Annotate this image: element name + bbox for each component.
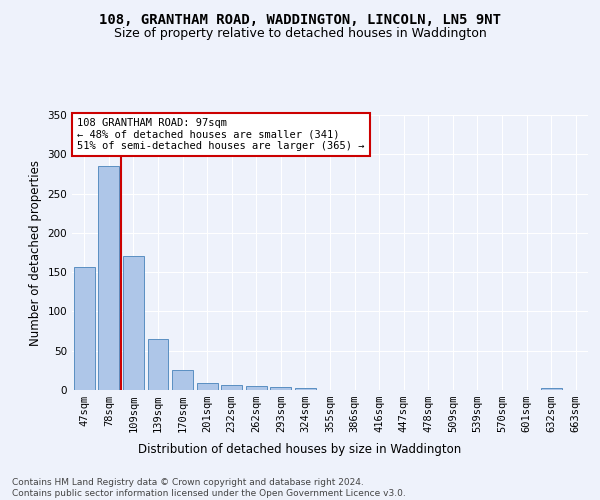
Bar [172,370,193,390]
Bar [295,388,316,390]
Bar [74,268,95,390]
Bar [123,256,144,390]
Bar [197,383,218,390]
Bar [541,388,562,390]
Bar [271,387,292,390]
Bar [148,339,169,390]
Bar [221,384,242,390]
Text: 108 GRANTHAM ROAD: 97sqm
← 48% of detached houses are smaller (341)
51% of semi-: 108 GRANTHAM ROAD: 97sqm ← 48% of detach… [77,118,365,151]
Text: 108, GRANTHAM ROAD, WADDINGTON, LINCOLN, LN5 9NT: 108, GRANTHAM ROAD, WADDINGTON, LINCOLN,… [99,12,501,26]
Text: Contains HM Land Registry data © Crown copyright and database right 2024.
Contai: Contains HM Land Registry data © Crown c… [12,478,406,498]
Y-axis label: Number of detached properties: Number of detached properties [29,160,42,346]
Bar [246,386,267,390]
Text: Distribution of detached houses by size in Waddington: Distribution of detached houses by size … [139,442,461,456]
Bar [98,166,119,390]
Text: Size of property relative to detached houses in Waddington: Size of property relative to detached ho… [113,28,487,40]
